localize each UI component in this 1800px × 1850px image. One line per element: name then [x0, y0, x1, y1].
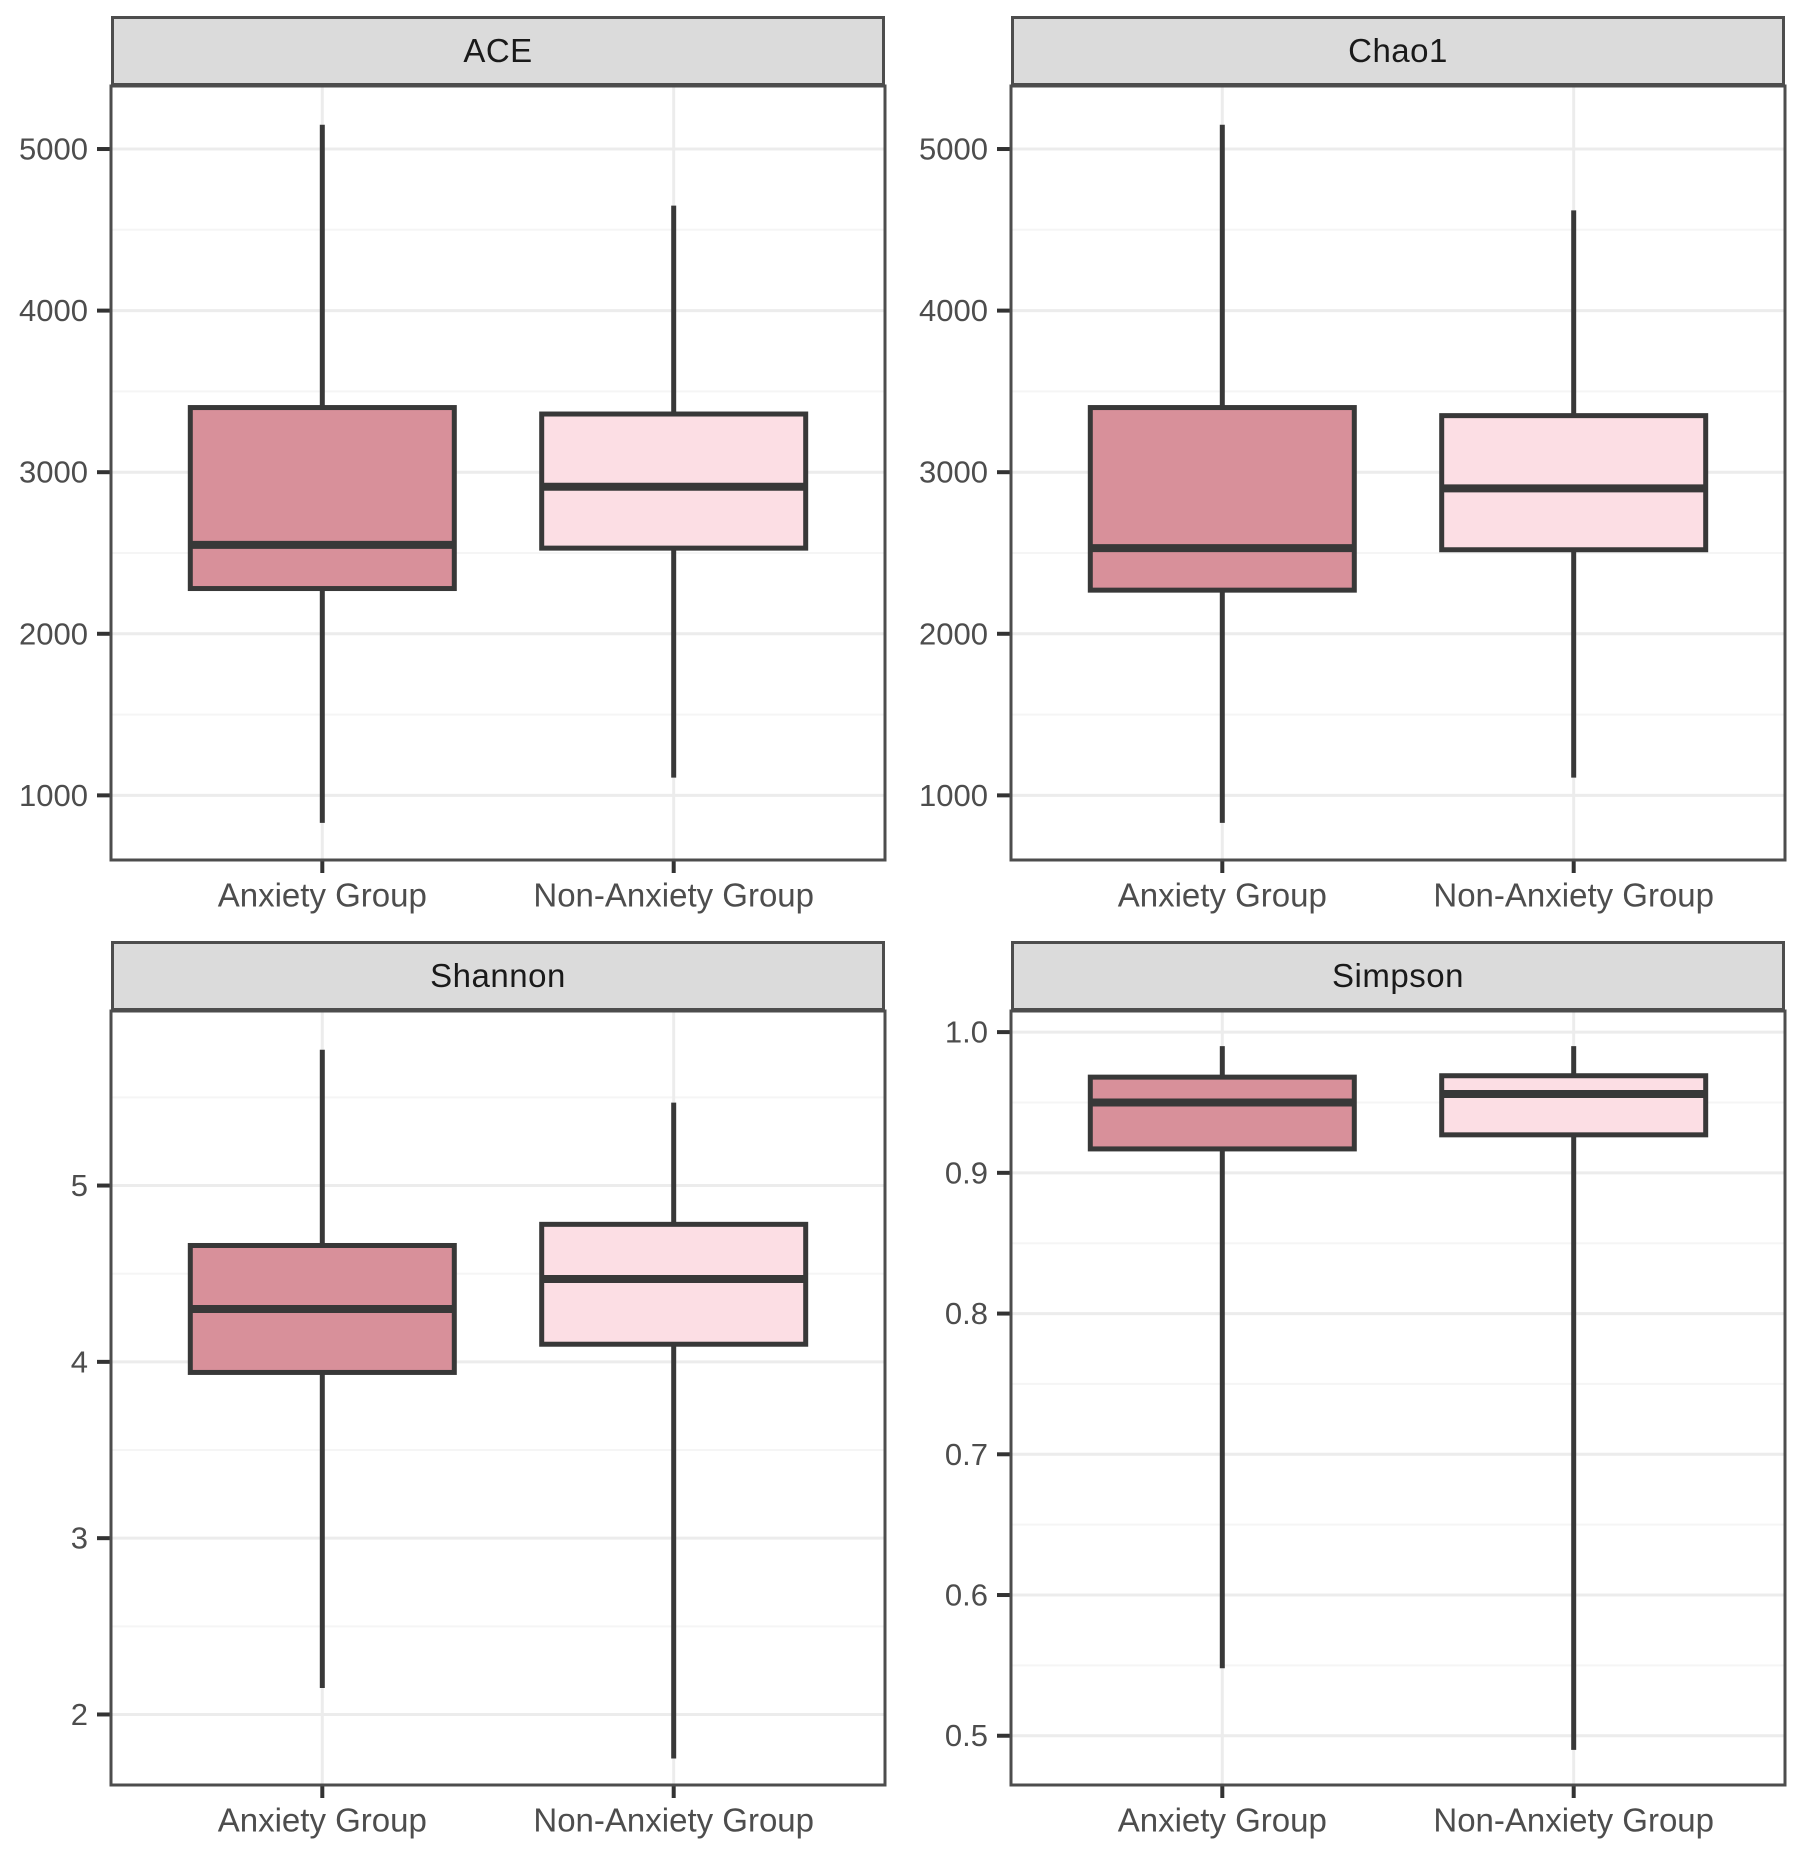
- x-category-label: Non-Anxiety Group: [533, 877, 814, 914]
- y-tick-label: 5000: [19, 132, 88, 167]
- box-iqr: [539, 1221, 809, 1347]
- x-category-label: Non-Anxiety Group: [1433, 1802, 1714, 1839]
- facet-strip-label: Simpson: [1332, 957, 1464, 994]
- x-category-label: Anxiety Group: [218, 877, 427, 914]
- y-tick-label: 1.0: [945, 1015, 988, 1050]
- box-iqr: [1087, 405, 1357, 593]
- facet-ace: ACE 1000 2000 3000 4000 5000 Anxiety Group Non…: [0, 0, 900, 925]
- facet-simpson: Simpson 0.5 0.6 0.7 0.8 0.9 1.0 Anxiety Group N…: [900, 925, 1800, 1850]
- y-tick-label: 0.5: [945, 1718, 988, 1753]
- y-tick-label: 2000: [19, 616, 88, 651]
- box-iqr: [1439, 413, 1709, 553]
- box-iqr: [187, 405, 457, 592]
- y-tick-label: 1000: [919, 778, 988, 813]
- box-iqr: [1439, 1073, 1709, 1138]
- x-category-label: Anxiety Group: [1118, 1802, 1327, 1839]
- y-tick-label: 0.9: [945, 1155, 988, 1190]
- y-tick-label: 2000: [919, 616, 988, 651]
- y-tick-label: 2: [71, 1697, 88, 1732]
- y-tick-label: 0.6: [945, 1578, 988, 1613]
- boxplot-panel-chao1: 1000 2000 3000 4000 5000 Anxiety Group Non-Anx…: [919, 84, 1787, 914]
- box-iqr: [1087, 1074, 1357, 1152]
- y-tick-label: 4000: [919, 293, 988, 328]
- boxplot-panel-shannon: 2 3 4 5 Anxiety Group Non-Anxiety Group: [71, 1009, 887, 1839]
- y-tick-label: 3: [71, 1521, 88, 1556]
- panel-border: [1009, 1009, 1787, 1787]
- facet-shannon: Shannon 2 3 4 5 Anxiety Group Non-Anxiety Gro…: [0, 925, 900, 1850]
- boxplot-panel-ace: 1000 2000 3000 4000 5000 Anxiety Group Non-Anx…: [19, 84, 887, 914]
- facet-chao1: Chao1 1000 2000 3000 4000 5000 Anxiety Group N…: [900, 0, 1800, 925]
- panel-border: [109, 1009, 887, 1787]
- facet-strip-ace: ACE: [111, 16, 885, 86]
- x-category-label: Anxiety Group: [1118, 877, 1327, 914]
- facet-strip-label: Chao1: [1348, 32, 1448, 69]
- facet-strip-chao1: Chao1: [1011, 16, 1785, 86]
- y-tick-label: 0.7: [945, 1437, 988, 1472]
- x-category-label: Non-Anxiety Group: [533, 1802, 814, 1839]
- y-tick-label: 4: [71, 1344, 88, 1379]
- y-tick-label: 5: [71, 1168, 88, 1203]
- boxplot-panel-simpson: 0.5 0.6 0.7 0.8 0.9 1.0 Anxiety Group Non-Anxie…: [945, 1009, 1787, 1839]
- panel-border: [109, 84, 887, 862]
- y-tick-label: 4000: [19, 293, 88, 328]
- facet-strip-label: Shannon: [430, 957, 566, 994]
- panel-background: [111, 1011, 885, 1785]
- y-tick-label: 5000: [919, 132, 988, 167]
- box-iqr: [539, 411, 809, 551]
- y-tick-label: 3000: [19, 455, 88, 490]
- y-tick-label: 1000: [19, 778, 88, 813]
- y-tick-label: 0.8: [945, 1296, 988, 1331]
- x-category-label: Non-Anxiety Group: [1433, 877, 1714, 914]
- panel-border: [1009, 84, 1787, 862]
- facet-strip-label: ACE: [463, 32, 533, 69]
- y-tick-label: 3000: [919, 455, 988, 490]
- x-category-label: Anxiety Group: [218, 1802, 427, 1839]
